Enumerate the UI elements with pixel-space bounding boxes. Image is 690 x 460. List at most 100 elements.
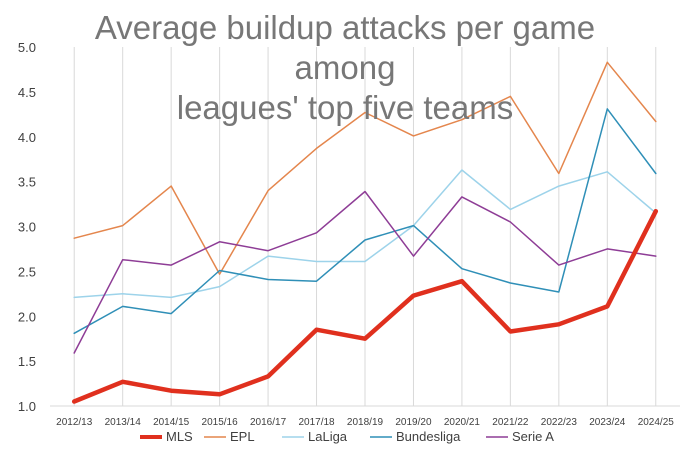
x-tick-label: 2019/20 [395,417,432,428]
data-point-serie-a [73,352,75,354]
data-point-serie-a [122,259,124,261]
y-tick-label: 4.0 [18,130,36,145]
data-point-bundesliga [170,313,172,315]
y-axis: 1.0 1.5 2.0 2.5 3.0 3.5 4.0 4.5 5.0 [18,40,36,414]
series-serie-a [73,190,657,354]
data-point-bundesliga [558,291,560,293]
data-point-mls [606,305,608,307]
series-lines [71,61,659,404]
data-point-epl [412,135,414,137]
data-point-bundesliga [219,269,221,271]
data-point-epl [267,190,269,192]
legend-item-laliga: LaLiga [282,429,348,444]
data-point-mls [267,375,269,377]
data-point-mls [170,390,172,392]
data-point-mls [316,329,318,331]
data-point-serie-a [219,241,221,243]
y-tick-label: 4.5 [18,85,36,100]
data-point-mls [73,401,75,403]
series-epl [73,61,657,275]
data-point-bundesliga [606,108,608,110]
legend-label: EPL [230,429,255,444]
data-point-bundesliga [73,332,75,334]
data-point-bundesliga [461,268,463,270]
y-tick-label: 1.0 [18,399,36,414]
y-tick-label: 3.0 [18,220,36,235]
x-axis: 2012/13 2013/14 2014/15 2015/16 2016/17 2017/… [56,417,674,428]
chart-title-line-2: leagues' top five teams [176,89,514,126]
data-point-epl [461,119,463,121]
data-point-serie-a [267,250,269,252]
data-point-bundesliga [655,173,657,175]
legend-label: Serie A [512,429,554,444]
data-point-epl [73,237,75,239]
data-point-epl [219,273,221,275]
data-point-laliga [219,286,221,288]
series-mls [71,208,659,404]
data-point-mls [122,381,124,383]
data-point-laliga [316,261,318,263]
x-tick-label: 2020/21 [444,417,481,428]
legend-label: Bundesliga [396,429,461,444]
legend-item-epl: EPL [204,429,255,444]
y-tick-label: 2.0 [18,309,36,324]
data-point-serie-a [364,190,366,192]
data-point-laliga [461,169,463,171]
data-point-serie-a [655,255,657,257]
data-point-mls [364,338,366,340]
data-point-serie-a [509,221,511,223]
data-point-serie-a [606,248,608,250]
data-point-mls [509,331,511,333]
data-point-mls [412,295,414,297]
x-tick-label: 2016/17 [250,417,287,428]
x-tick-label: 2018/19 [347,417,384,428]
chart-title: Average buildup attacks per game among l… [40,8,650,128]
x-tick-label: 2014/15 [153,417,190,428]
gridlines [50,47,680,407]
data-point-serie-a [412,255,414,257]
legend-item-serie-a: Serie A [486,429,554,444]
data-point-laliga [170,296,172,298]
y-tick-label: 2.5 [18,264,36,279]
data-point-epl [509,95,511,97]
data-point-serie-a [461,196,463,198]
data-point-serie-a [558,264,560,266]
data-point-mls [558,323,560,325]
data-point-bundesliga [316,280,318,282]
data-point-mls [219,393,221,395]
data-point-epl [170,185,172,187]
data-point-epl [316,147,318,149]
series-bundesliga [73,108,657,335]
data-point-laliga [122,293,124,295]
data-point-epl [558,173,560,175]
data-point-epl [364,112,366,114]
x-tick-label: 2013/14 [105,417,142,428]
data-point-mls [461,280,463,282]
data-point-laliga [73,296,75,298]
x-tick-label: 2012/13 [56,417,93,428]
data-point-epl [122,225,124,227]
data-point-laliga [606,171,608,173]
x-tick-label: 2017/18 [298,417,335,428]
legend-label: MLS [166,429,193,444]
data-point-bundesliga [122,305,124,307]
data-point-bundesliga [364,239,366,241]
x-tick-label: 2024/25 [638,417,675,428]
data-point-epl [655,120,657,122]
y-tick-label: 3.5 [18,175,36,190]
legend-item-mls: MLS [140,429,193,444]
x-tick-label: 2022/23 [541,417,578,428]
data-point-laliga [558,185,560,187]
data-point-epl [606,61,608,63]
data-point-bundesliga [509,282,511,284]
legend-label: LaLiga [308,429,348,444]
data-point-serie-a [316,232,318,234]
chart-title-line-1: Average buildup attacks per game among [94,9,596,86]
data-point-laliga [267,255,269,257]
x-tick-label: 2021/22 [492,417,529,428]
data-point-laliga [509,208,511,210]
legend-item-bundesliga: Bundesliga [370,429,461,444]
x-tick-label: 2015/16 [202,417,239,428]
data-point-laliga [364,261,366,263]
